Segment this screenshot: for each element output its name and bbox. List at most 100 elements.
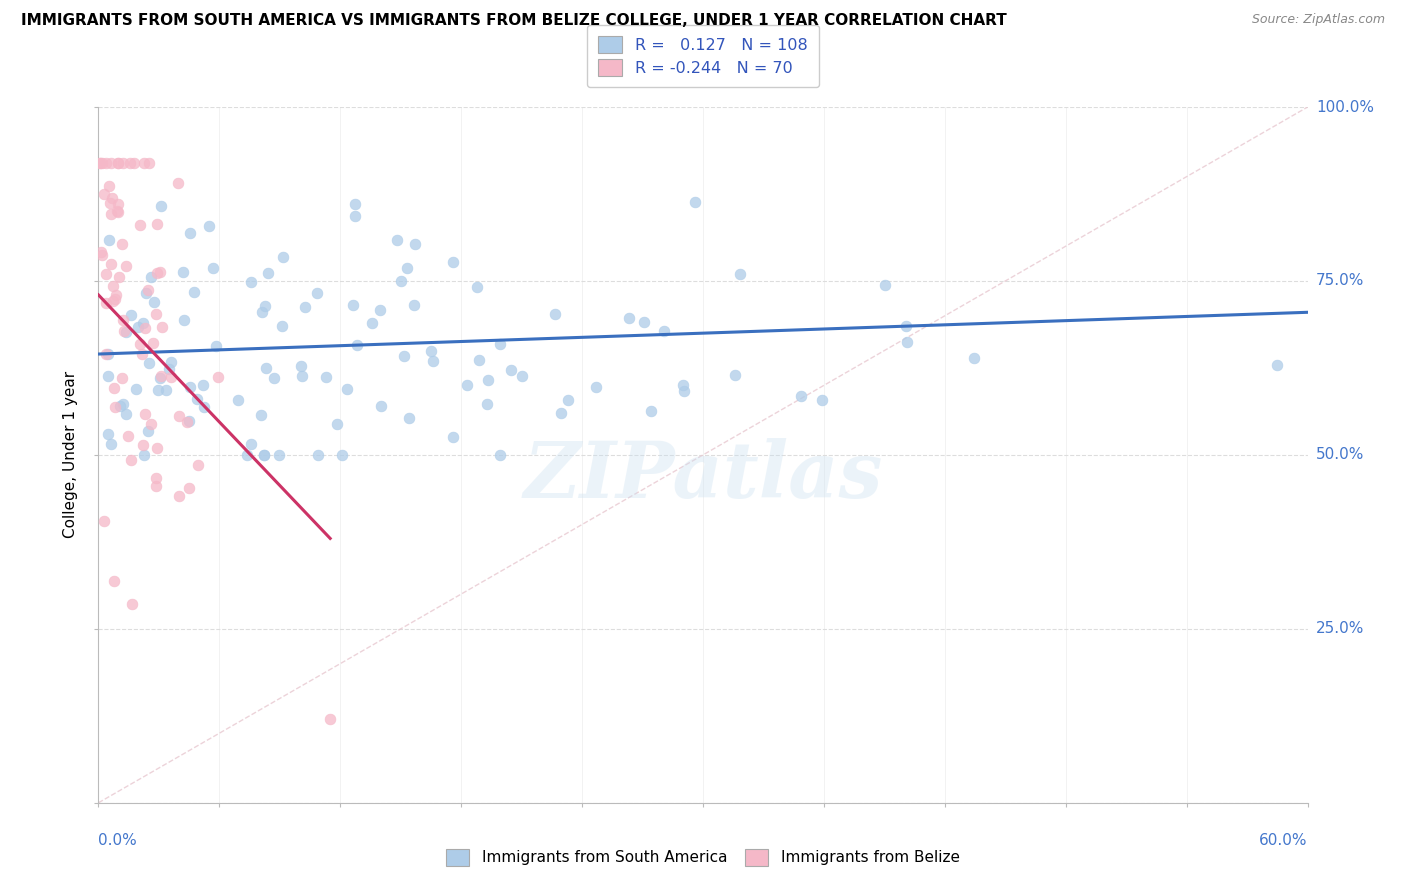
- Point: [134, 407, 156, 421]
- Point: [129, 337, 152, 351]
- Point: [315, 370, 337, 384]
- Point: [142, 335, 165, 350]
- Point: [135, 285, 157, 300]
- Point: [138, 355, 160, 369]
- Point: [159, 355, 181, 369]
- Point: [294, 300, 316, 314]
- Point: [110, 400, 132, 414]
- Point: [145, 479, 167, 493]
- Text: IMMIGRANTS FROM SOUTH AMERICA VS IMMIGRANTS FROM BELIZE COLLEGE, UNDER 1 YEAR CO: IMMIGRANTS FROM SOUTH AMERICA VS IMMIGRA…: [21, 13, 1007, 29]
- Point: [112, 155, 135, 169]
- Point: [120, 308, 142, 322]
- Point: [117, 428, 139, 442]
- Text: 100.0%: 100.0%: [1316, 100, 1374, 114]
- Point: [107, 197, 129, 211]
- Point: [112, 324, 135, 338]
- Point: [149, 371, 172, 385]
- Point: [811, 393, 834, 408]
- Point: [103, 574, 125, 589]
- Point: [129, 219, 152, 233]
- Point: [169, 489, 191, 503]
- Point: [145, 471, 167, 485]
- Point: [118, 155, 141, 169]
- Point: [114, 259, 136, 273]
- Point: [633, 315, 655, 329]
- Point: [404, 236, 426, 251]
- Point: [97, 347, 120, 361]
- Point: [97, 369, 120, 384]
- Point: [98, 178, 121, 193]
- Point: [145, 217, 167, 231]
- Point: [250, 409, 273, 423]
- Text: 50.0%: 50.0%: [1316, 448, 1364, 462]
- Point: [139, 270, 162, 285]
- Point: [585, 380, 607, 394]
- Point: [896, 334, 918, 349]
- Point: [138, 155, 160, 169]
- Point: [187, 458, 209, 472]
- Point: [468, 352, 491, 367]
- Point: [89, 155, 111, 169]
- Point: [207, 369, 229, 384]
- Point: [290, 359, 312, 373]
- Point: [136, 424, 159, 438]
- Point: [186, 392, 208, 407]
- Point: [179, 226, 201, 240]
- Point: [111, 397, 134, 411]
- Point: [253, 448, 276, 462]
- Point: [125, 382, 148, 396]
- Point: [115, 325, 138, 339]
- Point: [114, 407, 136, 421]
- Point: [176, 415, 198, 429]
- Text: 0.0%: 0.0%: [98, 833, 138, 848]
- Point: [465, 280, 488, 294]
- Point: [134, 321, 156, 335]
- Point: [94, 347, 117, 361]
- Point: [149, 265, 172, 279]
- Point: [398, 411, 420, 425]
- Point: [136, 284, 159, 298]
- Point: [441, 254, 464, 268]
- Point: [104, 401, 127, 415]
- Point: [422, 354, 444, 368]
- Point: [107, 155, 129, 169]
- Point: [127, 320, 149, 334]
- Point: [475, 397, 498, 411]
- Point: [101, 191, 124, 205]
- Point: [100, 257, 122, 271]
- Point: [91, 248, 114, 262]
- Point: [157, 361, 180, 376]
- Point: [131, 347, 153, 361]
- Point: [395, 261, 418, 276]
- Point: [169, 409, 191, 424]
- Point: [240, 436, 263, 450]
- Point: [172, 265, 194, 279]
- Point: [97, 426, 120, 441]
- Point: [98, 234, 121, 248]
- Point: [96, 267, 118, 281]
- Point: [683, 194, 706, 209]
- Point: [307, 285, 329, 300]
- Point: [253, 448, 276, 462]
- Point: [510, 369, 533, 384]
- Point: [254, 360, 277, 375]
- Point: [120, 452, 142, 467]
- Point: [894, 319, 917, 334]
- Point: [94, 296, 117, 310]
- Text: Source: ZipAtlas.com: Source: ZipAtlas.com: [1251, 13, 1385, 27]
- Point: [150, 320, 173, 334]
- Point: [132, 155, 155, 169]
- Point: [142, 295, 165, 310]
- Point: [193, 400, 215, 414]
- Point: [254, 299, 277, 313]
- Point: [145, 307, 167, 321]
- Point: [270, 318, 292, 333]
- Point: [131, 438, 153, 452]
- Point: [342, 298, 364, 312]
- Point: [307, 448, 329, 462]
- Point: [177, 481, 200, 495]
- Point: [198, 219, 221, 233]
- Point: [112, 312, 135, 326]
- Point: [121, 597, 143, 611]
- Point: [257, 266, 280, 280]
